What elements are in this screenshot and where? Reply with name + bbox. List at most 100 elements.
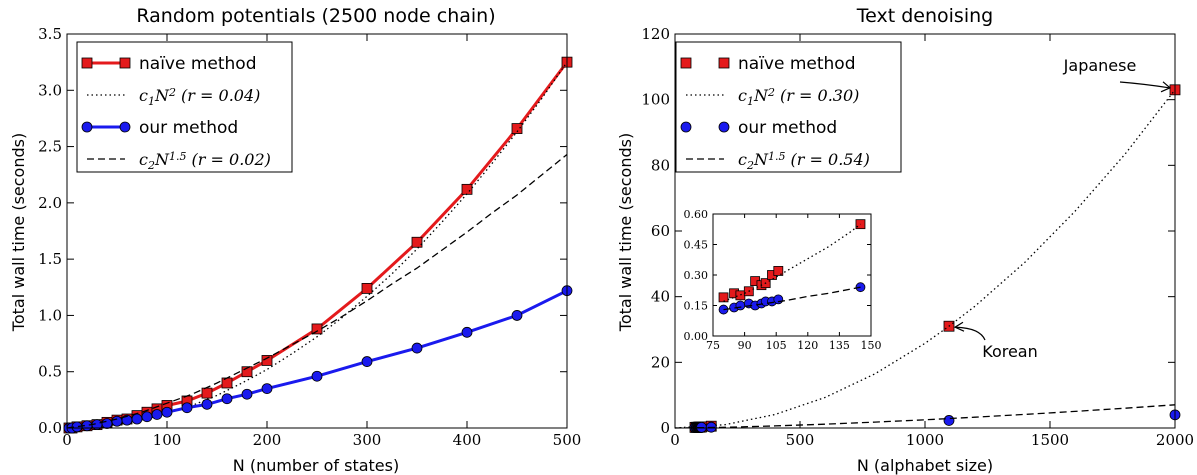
left-y-tick-label-5: 2.5 (38, 138, 62, 156)
inset-x-tick-label-5: 150 (861, 339, 882, 352)
left-series-2-line-circle-point-13 (201, 398, 213, 410)
right-legend-entry-2: our method (680, 118, 837, 138)
annotation-korean-arrow (955, 326, 986, 341)
left-series-0-line-square-point-15 (241, 366, 253, 378)
right-legend-box (675, 41, 902, 173)
left-x-tick-label-2: 200 (253, 431, 282, 449)
inset-axes-frame (712, 213, 872, 337)
left-legend-label-1: c1N2 (r = 0.04) (139, 86, 260, 108)
left-series-0-line-square-point-20 (461, 183, 473, 195)
left-series-0-line-square-point-14 (221, 377, 233, 389)
right-legend-marker-a0-point-0 (680, 57, 692, 69)
right-y-tick-label-0: 0 (660, 419, 670, 437)
left-x-axis-label: N (number of states) (233, 456, 399, 475)
left-x-tick-label-4: 400 (453, 431, 482, 449)
right-y-tick-label-3: 60 (651, 222, 670, 240)
right-x-tick-label-4: 2000 (1156, 431, 1194, 449)
left-y-axis-label: Total wall time (seconds) (9, 133, 28, 332)
left-series-2-line-circle-point-17 (311, 370, 323, 382)
right-legend-entry-0: naïve method (680, 54, 856, 74)
right-plot-area (674, 33, 1181, 433)
inset-y-tick-label-0: 0.00 (684, 330, 709, 343)
right-legend-label-1: c1N2 (r = 0.30) (738, 86, 859, 108)
right-legend-entry-1: c1N2 (r = 0.30) (686, 86, 859, 108)
left-series-0-line-square-point-18 (361, 283, 373, 294)
right-tick-labels: 0 500 1000 1500 2000 0 20 40 60 80 100 120 (641, 25, 1194, 449)
right-y-tick-label-6: 120 (641, 25, 670, 43)
right-chart-title: Text denoising (856, 5, 993, 27)
right-x-tick-label-3: 1500 (1031, 431, 1069, 449)
inset-background (713, 214, 871, 336)
right-legend: naïve method c1N2 (r = 0.30) our method c2N… (675, 41, 902, 173)
chart-left: Random potentials (2500 node chain) 0 100… (9, 5, 581, 475)
right-y-axis-label: Total wall time (seconds) (616, 133, 635, 332)
left-series-3-dashed-line (66, 153, 568, 429)
right-x-tick-label-2: 1000 (906, 431, 944, 449)
left-x-tick-label-3: 300 (353, 431, 382, 449)
left-legend-marker-b0-point-0 (119, 57, 131, 69)
right-legend-label-0: naïve method (738, 54, 856, 74)
left-y-tick-label-6: 3.0 (38, 81, 62, 99)
left-legend-entry-2: our method (81, 118, 238, 138)
right-legend-label-2: our method (738, 118, 837, 138)
right-legend-marker-b2-point-0 (718, 121, 730, 133)
right-x-axis-label: N (alphabet size) (857, 456, 993, 475)
left-series-2-line-circle-point-20 (461, 326, 473, 338)
inset-x-tick-label-4: 135 (829, 339, 850, 352)
left-axes-frame (66, 33, 568, 429)
left-legend-label-2: our method (139, 118, 238, 138)
left-tick-labels: 0 100 200 300 400 500 0.0 0.5 1.0 1.5 2.0 2.5 3.0 3.5 (38, 25, 581, 449)
left-legend-marker-a0-point-0 (81, 57, 93, 69)
left-series-2-line-circle-point-18 (361, 356, 373, 367)
right-y-tick-label-4: 80 (651, 156, 670, 174)
left-series-2-line-circle-point-10 (151, 409, 163, 420)
right-x-tick-label-1: 500 (786, 431, 815, 449)
inset-series-2-circle-point-8 (773, 294, 784, 305)
left-legend: naïve method c1N2 (r = 0.04) our method c2N… (76, 41, 293, 173)
inset-x-tick-label-2: 105 (766, 339, 787, 352)
inset-series-0-square-point-8 (773, 266, 784, 276)
left-x-tick-label-5: 500 (553, 431, 582, 449)
left-legend-marker-a2-point-0 (81, 121, 93, 133)
right-x-tick-label-0: 0 (670, 431, 680, 449)
right-legend-label-3: c2N1.5 (r = 0.54) (738, 150, 870, 172)
right-series-3-dashed-line (674, 404, 1176, 429)
left-series-2-line-circle-point-15 (241, 388, 253, 400)
left-series-2-line-circle-point-16 (261, 383, 273, 395)
annotation-korean: Korean (982, 342, 1038, 361)
left-y-tick-label-3: 1.5 (38, 250, 62, 268)
left-legend-label-0: naïve method (139, 54, 257, 74)
left-series-2-line-circle-point-14 (221, 393, 233, 405)
left-chart-title: Random potentials (2500 node chain) (136, 5, 495, 27)
left-x-tick-label-1: 100 (153, 431, 182, 449)
left-x-tick-label-0: 0 (62, 431, 72, 449)
right-y-tick-label-1: 20 (651, 353, 670, 371)
left-series-2-line-circle-point-11 (161, 406, 173, 418)
inset-plot: 75 90 105 120 135 150 0.00 0.15 0.30 0.45 0.60 (684, 208, 882, 352)
inset-series-2-circle-point-2 (735, 300, 746, 311)
left-legend-entry-0: naïve method (81, 54, 257, 74)
left-plot-area (63, 33, 573, 434)
left-series-2-line-circle-point-9 (141, 411, 153, 423)
inset-y-tick-label-2: 0.30 (684, 269, 709, 282)
left-series-0-line-square-point-16 (261, 355, 273, 366)
annotation-japanese-arrowhead (1160, 81, 1172, 93)
left-series-0-line-square-point-13 (201, 387, 213, 399)
left-series-0-line-square-point-21 (511, 123, 523, 134)
right-y-tick-label-2: 40 (651, 288, 670, 306)
annotation-japanese-arrow (1119, 81, 1170, 89)
annotation-korean-arrowhead (953, 321, 965, 332)
inset-y-tick-label-3: 0.45 (684, 239, 709, 252)
right-y-tick-label-5: 100 (641, 91, 670, 109)
left-series-2-line-circle-point-8 (131, 413, 143, 425)
annotation-japanese: Japanese (1063, 56, 1137, 75)
right-legend-entry-3: c2N1.5 (r = 0.54) (686, 150, 870, 172)
left-series-2-line-circle-point-12 (181, 402, 193, 414)
inset-series-0-square-point-2 (735, 290, 746, 301)
left-series-2-line-circle-point-21 (511, 310, 523, 321)
left-y-tick-label-4: 2.0 (38, 194, 62, 212)
left-y-tick-label-7: 3.5 (38, 25, 62, 43)
left-legend-entry-3: c2N1.5 (r = 0.02) (87, 150, 271, 172)
inset-series-0-square-point-0 (718, 292, 729, 303)
